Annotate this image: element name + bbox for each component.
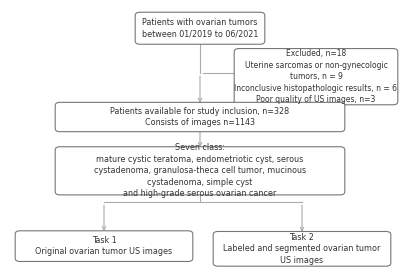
Text: Patients with ovarian tumors
between 01/2019 to 06/2021: Patients with ovarian tumors between 01/… xyxy=(142,18,258,38)
FancyBboxPatch shape xyxy=(15,231,193,261)
FancyBboxPatch shape xyxy=(213,231,391,266)
FancyBboxPatch shape xyxy=(55,147,345,195)
Text: Task 2
Labeled and segmented ovarian tumor
US images: Task 2 Labeled and segmented ovarian tum… xyxy=(223,233,381,265)
FancyBboxPatch shape xyxy=(55,102,345,132)
Text: Excluded, n=18
Uterine sarcomas or non-gynecologic
tumors, n = 9
Inconclusive hi: Excluded, n=18 Uterine sarcomas or non-g… xyxy=(234,49,398,104)
Text: Patients available for study inclusion, n=328
Consists of images n=1143: Patients available for study inclusion, … xyxy=(110,107,290,127)
FancyBboxPatch shape xyxy=(135,12,265,44)
Text: Seven class:
mature cystic teratoma, endometriotic cyst, serous
cystadenoma, gra: Seven class: mature cystic teratoma, end… xyxy=(94,143,306,198)
FancyBboxPatch shape xyxy=(234,49,398,105)
Text: Task 1
Original ovarian tumor US images: Task 1 Original ovarian tumor US images xyxy=(36,236,172,256)
